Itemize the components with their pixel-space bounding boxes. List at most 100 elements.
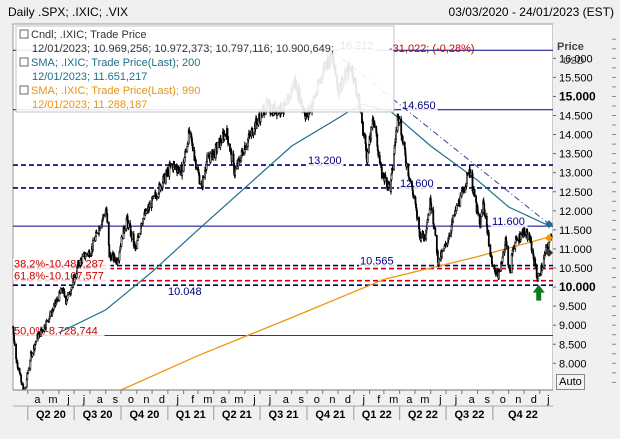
candle-body bbox=[393, 153, 395, 171]
candle-body bbox=[74, 275, 77, 278]
x-quarter-label: Q2 20 bbox=[36, 409, 66, 421]
sma990-line bbox=[120, 237, 546, 391]
candle-body bbox=[432, 209, 435, 225]
level-label: 11.600 bbox=[492, 216, 525, 228]
y-tick-label: 11.000 bbox=[559, 244, 592, 256]
level-label-bg bbox=[491, 216, 528, 228]
candle-body bbox=[391, 167, 394, 171]
candle-body bbox=[380, 167, 383, 178]
candle-body bbox=[20, 375, 23, 383]
x-quarter-label: Q4 20 bbox=[129, 409, 159, 421]
x-month-label: j bbox=[438, 394, 441, 406]
x-quarter-label: Q1 22 bbox=[362, 409, 392, 421]
candle-body bbox=[238, 158, 241, 163]
date-range: 03/03/2020 - 24/01/2023 (EST) bbox=[448, 5, 614, 19]
candle-body bbox=[206, 155, 208, 162]
candle-body bbox=[480, 212, 483, 217]
candle-body bbox=[136, 240, 139, 249]
candle-body bbox=[92, 240, 94, 250]
legend-checkbox bbox=[19, 29, 29, 39]
candle-body bbox=[193, 150, 196, 161]
level-label: 10.565 bbox=[360, 256, 394, 268]
candle-body bbox=[252, 132, 255, 136]
y-tick-label: 14.500 bbox=[559, 111, 593, 123]
candle-body bbox=[520, 234, 522, 240]
candle-body bbox=[152, 195, 155, 197]
candle-body bbox=[42, 330, 44, 333]
candle-body bbox=[498, 271, 500, 280]
level-label: 61,8%-10.167,577 bbox=[14, 271, 104, 283]
y-axis-title: Price bbox=[557, 41, 584, 53]
candle-body bbox=[234, 167, 237, 171]
candle-body bbox=[241, 151, 244, 156]
x-month-label: m bbox=[234, 394, 243, 406]
x-month-label: j bbox=[176, 394, 179, 406]
candle-body bbox=[27, 368, 30, 371]
level-label-bg bbox=[401, 99, 438, 111]
candle-body bbox=[256, 122, 258, 126]
diamond-marker-icon bbox=[545, 233, 553, 242]
candle-body bbox=[216, 141, 219, 149]
level-label-bg bbox=[13, 270, 111, 282]
candle-body bbox=[174, 165, 176, 168]
candle-body bbox=[194, 159, 197, 169]
candle-body bbox=[445, 242, 447, 246]
candle-body bbox=[20, 381, 23, 385]
x-month-label: o bbox=[314, 394, 320, 406]
candle-body bbox=[202, 176, 205, 179]
candle-body bbox=[177, 166, 180, 173]
x-month-label: a bbox=[283, 394, 290, 406]
x-quarter-label: Q4 21 bbox=[315, 409, 345, 421]
x-month-label: s bbox=[299, 394, 305, 406]
candle-body bbox=[31, 352, 34, 357]
candle-body bbox=[473, 189, 476, 197]
candle-body bbox=[416, 216, 419, 219]
candle-body bbox=[426, 222, 429, 229]
candle-body bbox=[405, 163, 408, 167]
candle-body bbox=[400, 118, 403, 136]
x-month-label: j bbox=[268, 394, 271, 406]
candle-body bbox=[105, 208, 108, 215]
y-tick-label: 8.500 bbox=[559, 339, 587, 351]
candle-body bbox=[49, 311, 52, 317]
candle-body bbox=[495, 271, 497, 276]
x-month-label: a bbox=[97, 394, 104, 406]
candle-body bbox=[477, 211, 480, 215]
candle-body bbox=[366, 151, 369, 164]
candle-body bbox=[131, 233, 134, 240]
candle-body bbox=[163, 173, 166, 184]
x-month-label: m bbox=[389, 394, 398, 406]
chart-title: Daily .SPX; .IXIC; .VIX bbox=[8, 5, 129, 19]
candle-body bbox=[409, 178, 412, 182]
y-axis-unit: USD bbox=[563, 56, 584, 67]
y-tick-label: 11.500 bbox=[559, 225, 592, 237]
x-month-label: m bbox=[420, 394, 429, 406]
legend-values: 12/01/2023; 11.651,217 bbox=[32, 71, 147, 83]
candle-body bbox=[434, 227, 437, 236]
candle-body bbox=[484, 215, 487, 217]
candle-body bbox=[514, 241, 517, 249]
candle-body bbox=[427, 214, 430, 220]
auto-scale-button[interactable]: Auto bbox=[556, 374, 585, 390]
candle-body bbox=[166, 169, 169, 177]
x-month-label: a bbox=[406, 394, 413, 406]
candle-body bbox=[59, 288, 62, 294]
candle-body bbox=[149, 203, 151, 209]
level-label-bg bbox=[167, 286, 204, 298]
diamond-marker-icon bbox=[545, 248, 553, 257]
candle-body bbox=[363, 133, 365, 136]
x-quarter-label: Q3 20 bbox=[83, 409, 113, 421]
candle-body bbox=[17, 367, 19, 369]
y-tick-label: 15.500 bbox=[559, 72, 593, 84]
legend-checkbox bbox=[19, 85, 29, 95]
candle-body bbox=[199, 183, 201, 185]
level-label-bg bbox=[359, 255, 396, 267]
legend-label: SMA; .IXIC; Trade Price(Last); 200 bbox=[31, 57, 200, 69]
y-tick-label: 10.000 bbox=[559, 280, 596, 294]
candle-body bbox=[209, 153, 212, 163]
candle-body bbox=[420, 237, 422, 241]
legend-box bbox=[15, 25, 395, 113]
x-month-label: j bbox=[361, 394, 364, 406]
y-tick-label: 9.000 bbox=[559, 320, 587, 332]
